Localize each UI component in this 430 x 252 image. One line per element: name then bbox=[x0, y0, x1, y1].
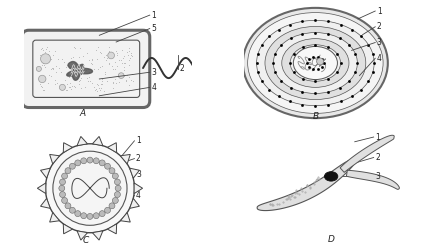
Polygon shape bbox=[107, 143, 117, 153]
Circle shape bbox=[69, 163, 75, 169]
Ellipse shape bbox=[298, 51, 332, 75]
Circle shape bbox=[36, 66, 41, 71]
Text: 4: 4 bbox=[135, 191, 141, 200]
Polygon shape bbox=[63, 224, 72, 234]
Text: 5: 5 bbox=[151, 24, 156, 33]
Polygon shape bbox=[40, 198, 50, 208]
Polygon shape bbox=[92, 231, 103, 240]
Circle shape bbox=[59, 179, 65, 185]
Ellipse shape bbox=[256, 20, 373, 106]
Text: C: C bbox=[82, 236, 89, 245]
Polygon shape bbox=[67, 61, 92, 80]
Circle shape bbox=[93, 213, 99, 219]
Text: 3: 3 bbox=[375, 172, 379, 181]
Polygon shape bbox=[37, 183, 46, 194]
Circle shape bbox=[69, 207, 75, 213]
Polygon shape bbox=[257, 160, 354, 211]
Polygon shape bbox=[120, 154, 130, 164]
Circle shape bbox=[112, 198, 118, 203]
Circle shape bbox=[112, 173, 118, 179]
Circle shape bbox=[38, 75, 46, 83]
Polygon shape bbox=[120, 212, 130, 222]
Circle shape bbox=[93, 158, 99, 164]
Circle shape bbox=[53, 151, 127, 225]
FancyBboxPatch shape bbox=[22, 30, 149, 108]
Circle shape bbox=[99, 211, 105, 217]
Circle shape bbox=[59, 192, 65, 198]
Polygon shape bbox=[63, 143, 72, 153]
Text: 2: 2 bbox=[375, 153, 379, 162]
Text: 2: 2 bbox=[180, 64, 184, 73]
Circle shape bbox=[65, 203, 71, 209]
Text: 1: 1 bbox=[376, 7, 381, 16]
Circle shape bbox=[104, 163, 110, 169]
Polygon shape bbox=[129, 198, 139, 208]
Text: 3: 3 bbox=[376, 38, 381, 47]
Circle shape bbox=[74, 211, 80, 217]
Polygon shape bbox=[77, 136, 87, 146]
Circle shape bbox=[40, 54, 50, 64]
Polygon shape bbox=[346, 170, 399, 190]
Circle shape bbox=[87, 157, 93, 163]
Polygon shape bbox=[134, 183, 142, 194]
Ellipse shape bbox=[306, 57, 323, 69]
Polygon shape bbox=[107, 224, 117, 234]
Circle shape bbox=[74, 160, 80, 166]
Circle shape bbox=[65, 168, 71, 174]
Circle shape bbox=[115, 185, 121, 191]
Polygon shape bbox=[339, 135, 393, 172]
Text: 4: 4 bbox=[376, 54, 381, 63]
Polygon shape bbox=[129, 168, 139, 178]
Circle shape bbox=[59, 84, 65, 90]
Text: B: B bbox=[312, 112, 318, 121]
Circle shape bbox=[114, 179, 120, 185]
Ellipse shape bbox=[247, 13, 382, 113]
Ellipse shape bbox=[293, 46, 337, 80]
Ellipse shape bbox=[324, 172, 337, 181]
Text: A: A bbox=[79, 109, 86, 118]
Text: 2: 2 bbox=[376, 22, 381, 31]
Polygon shape bbox=[40, 168, 50, 178]
Circle shape bbox=[46, 144, 134, 233]
Polygon shape bbox=[49, 154, 59, 164]
Polygon shape bbox=[92, 136, 103, 146]
Circle shape bbox=[118, 73, 124, 78]
Circle shape bbox=[80, 213, 86, 219]
Circle shape bbox=[61, 173, 68, 179]
Text: 1: 1 bbox=[135, 136, 140, 145]
Polygon shape bbox=[49, 212, 59, 222]
Circle shape bbox=[80, 158, 86, 164]
Circle shape bbox=[61, 198, 68, 203]
Text: 1: 1 bbox=[151, 11, 156, 20]
Circle shape bbox=[104, 207, 110, 213]
Polygon shape bbox=[77, 231, 87, 240]
Text: 4: 4 bbox=[151, 83, 156, 92]
Ellipse shape bbox=[264, 26, 365, 100]
Circle shape bbox=[109, 203, 115, 209]
Text: D: D bbox=[327, 235, 334, 244]
Text: 3: 3 bbox=[135, 170, 141, 179]
Ellipse shape bbox=[289, 45, 340, 81]
Circle shape bbox=[316, 58, 323, 65]
Text: 3: 3 bbox=[151, 68, 156, 77]
Ellipse shape bbox=[273, 33, 356, 93]
Text: 2: 2 bbox=[135, 154, 140, 163]
Ellipse shape bbox=[243, 8, 387, 118]
Text: 1: 1 bbox=[375, 133, 379, 142]
Circle shape bbox=[108, 52, 114, 59]
Ellipse shape bbox=[281, 39, 348, 87]
Circle shape bbox=[59, 185, 64, 191]
Circle shape bbox=[99, 160, 105, 166]
Circle shape bbox=[114, 192, 120, 198]
Circle shape bbox=[109, 168, 115, 174]
Circle shape bbox=[87, 213, 93, 219]
